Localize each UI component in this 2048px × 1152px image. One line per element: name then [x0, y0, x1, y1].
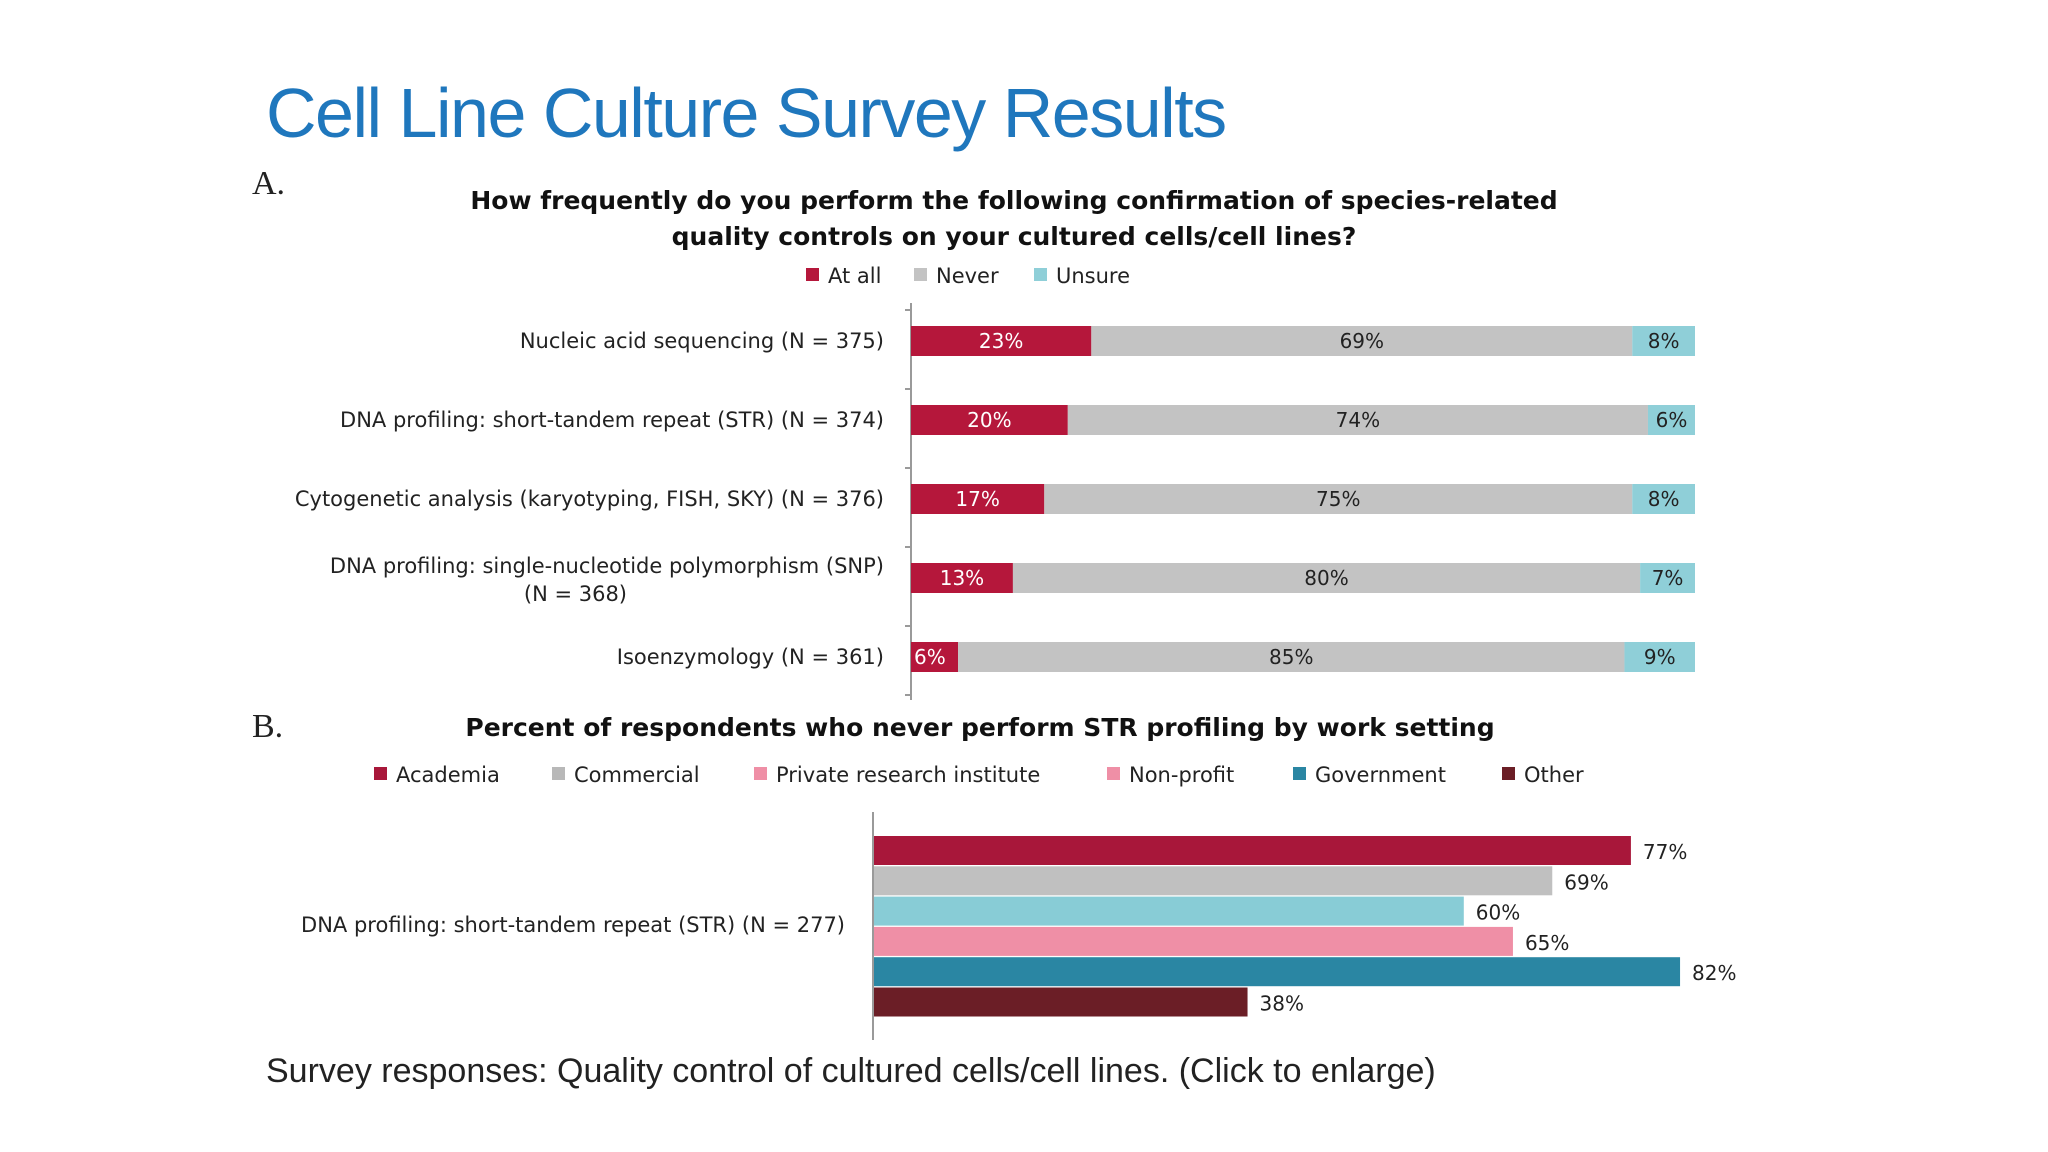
category-label: DNA profiling: short-tandem repeat (STR)…	[340, 408, 884, 432]
panel-a-ticks	[905, 309, 911, 696]
bar-value-label: 20%	[967, 408, 1011, 432]
legend-swatch-private-research-institute	[754, 767, 767, 780]
panel-b-bars[interactable]: 77% 69% 60%65% 82% 38%	[874, 836, 1737, 1017]
panel-b-legend: Academia Commercial Private research insti…	[374, 763, 1584, 787]
bar-commercial[interactable]	[874, 866, 1553, 896]
slide-title: Cell Line Culture Survey Results	[266, 74, 1227, 152]
bar-value-label: 6%	[914, 645, 946, 669]
bar-value-label: 85%	[1269, 645, 1313, 669]
bar-segment-at-all[interactable]	[911, 484, 1045, 514]
legend-swatch-unsure	[1034, 268, 1047, 281]
bar-segment-unsure[interactable]	[1632, 326, 1695, 356]
panel-b-title: Percent of respondents who never perform…	[465, 713, 1494, 742]
legend-swatch-other	[1502, 767, 1515, 780]
bar-value-label: 69%	[1340, 329, 1384, 353]
bar-value-label: 69%	[1564, 870, 1608, 894]
bar-academia[interactable]	[874, 836, 1631, 865]
bar-segment-at-all[interactable]	[911, 642, 959, 672]
bar-value-label: 9%	[1644, 645, 1676, 669]
legend-swatch-academia	[374, 767, 387, 780]
panel-a-letter: A.	[252, 165, 285, 202]
bar-value-label: 13%	[940, 566, 984, 590]
bar-government[interactable]	[874, 957, 1681, 987]
category-label: Cytogenetic analysis (karyotyping, FISH,…	[295, 487, 884, 511]
bar-value-label: 23%	[979, 329, 1023, 353]
bar-segment-never[interactable]	[1012, 563, 1641, 593]
legend-swatch-never	[914, 268, 927, 281]
bar-value-label: 38%	[1260, 992, 1304, 1016]
panel-a-category-labels: Nucleic acid sequencing (N = 375) DNA pro…	[295, 329, 884, 669]
bar-segment-unsure[interactable]	[1632, 484, 1695, 514]
legend-swatch-non-profit	[1107, 767, 1120, 780]
bar-segment-at-all[interactable]	[911, 405, 1068, 435]
category-label-line-2: (N = 368)	[524, 582, 627, 606]
bar-segment-unsure[interactable]	[1640, 563, 1695, 593]
panel-a-title-line-1: How frequently do you perform the follow…	[470, 186, 1557, 215]
panel-b-letter: B.	[252, 708, 283, 745]
category-label: Nucleic acid sequencing (N = 375)	[520, 329, 884, 353]
bar-segment-at-all[interactable]	[911, 563, 1013, 593]
bar-segment-never[interactable]	[1044, 484, 1633, 514]
panel-b-chart[interactable]: B. Percent of respondents who never perf…	[252, 708, 1737, 1040]
bar-segment-never[interactable]	[958, 642, 1625, 672]
bar-value-label: 74%	[1336, 408, 1380, 432]
bar-value-label: 6%	[1656, 408, 1688, 432]
legend-label-government: Government	[1315, 763, 1446, 787]
bar-value-label: 77%	[1643, 840, 1687, 864]
legend-swatch-commercial	[552, 767, 565, 780]
legend-label-academia: Academia	[396, 763, 500, 787]
bar-segment-at-all[interactable]	[911, 326, 1092, 356]
panel-b-category-label: DNA profiling: short-tandem repeat (STR)…	[301, 913, 845, 937]
bar-value-label: 8%	[1648, 329, 1680, 353]
bar-segment-never[interactable]	[1091, 326, 1633, 356]
panel-a-bars[interactable]: 23% 69% 8% 20% 74% 6% 17% 75% 8% 13% 80% 7% 6% 85% 9%	[911, 326, 1695, 672]
legend-label-private-research-institute: Private research institute	[776, 763, 1040, 787]
legend-swatch-government	[1293, 767, 1306, 780]
panel-a-title-line-2: quality controls on your cultured cells/…	[672, 222, 1357, 251]
category-label: DNA profiling: single-nucleotide polymor…	[330, 554, 884, 578]
bar-non-profit[interactable]	[874, 926, 1513, 956]
legend-label-never: Never	[936, 264, 999, 288]
bar-value-label: 65%	[1525, 931, 1569, 955]
bar-value-label: 60%	[1476, 901, 1520, 925]
slide-caption[interactable]: Survey responses: Quality control of cul…	[266, 1052, 1436, 1090]
bar-segment-never[interactable]	[1067, 405, 1648, 435]
bar-segment-unsure[interactable]	[1647, 405, 1695, 435]
bar-value-label: 17%	[955, 487, 999, 511]
bar-value-label: 7%	[1652, 566, 1684, 590]
panel-a-legend: At all Never Unsure	[806, 264, 1130, 288]
legend-label-non-profit: Non-profit	[1129, 763, 1234, 787]
bar-value-label: 82%	[1692, 961, 1736, 985]
legend-label-unsure: Unsure	[1056, 264, 1130, 288]
bar-private-research-institute[interactable]	[874, 896, 1464, 926]
legend-label-other: Other	[1524, 763, 1584, 787]
bar-value-label: 80%	[1304, 566, 1348, 590]
legend-swatch-at-all	[806, 268, 819, 281]
bar-value-label: 8%	[1648, 487, 1680, 511]
bar-value-label: 75%	[1316, 487, 1360, 511]
panel-a-chart[interactable]: A. How frequently do you perform the fol…	[252, 165, 1695, 700]
bar-segment-unsure[interactable]	[1624, 642, 1695, 672]
category-label: Isoenzymology (N = 361)	[617, 645, 884, 669]
bar-other[interactable]	[874, 987, 1248, 1017]
legend-label-at-all: At all	[828, 264, 881, 288]
legend-label-commercial: Commercial	[574, 763, 700, 787]
